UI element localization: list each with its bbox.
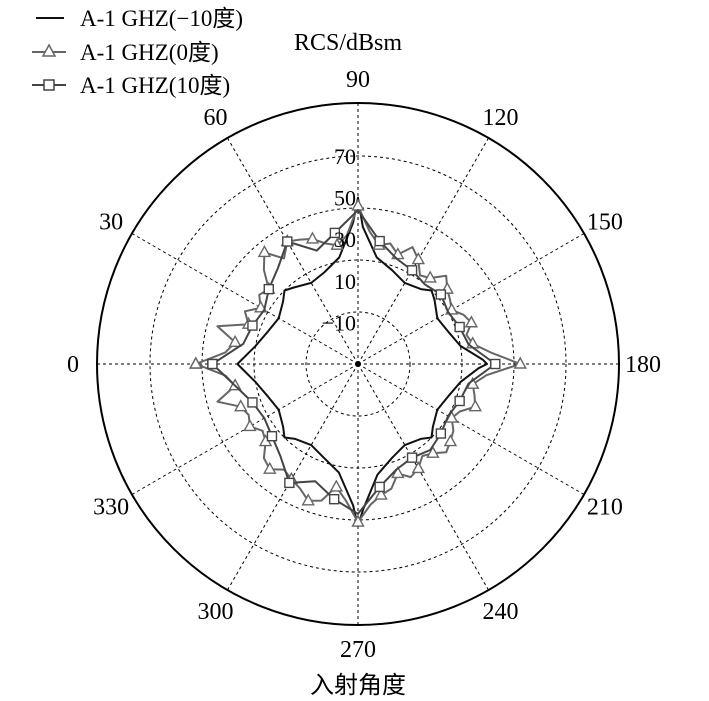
square-marker	[284, 477, 295, 489]
series-3	[207, 209, 501, 515]
angle-tick-label: 30	[99, 210, 123, 236]
square-marker	[266, 430, 278, 442]
angle-tick-label: 90	[346, 67, 370, 93]
legend-entry-2: A-1 GHZ(0度)	[32, 40, 219, 65]
triangle-marker	[330, 237, 344, 250]
square-marker	[406, 265, 418, 276]
radial-axis-label: RCS/dBsm	[294, 30, 402, 56]
legend-square-marker	[43, 79, 55, 91]
triangle-marker	[257, 245, 272, 258]
square-marker	[263, 283, 274, 295]
triangle-marker	[513, 356, 527, 369]
legend-entry-1: A-1 GHZ(−10度)	[36, 6, 243, 31]
square-marker	[247, 320, 258, 331]
spoke-30	[131, 233, 359, 365]
radial-tick-label: 10	[334, 269, 356, 294]
angle-tick-label: 240	[483, 599, 519, 625]
legend-triangle-marker	[41, 43, 57, 57]
square-marker	[435, 289, 447, 300]
spoke-300	[227, 363, 359, 591]
triangle-marker	[423, 270, 437, 283]
legend-label-1: A-1 GHZ(−10度)	[80, 6, 243, 31]
triangle-marker	[301, 493, 315, 506]
angle-tick-label: 270	[340, 637, 376, 663]
triangle-marker	[411, 252, 426, 265]
angle-tick-label: 120	[483, 105, 519, 131]
radial-tick-label: 30	[334, 227, 356, 252]
series-1	[236, 196, 488, 528]
spoke-210	[357, 363, 585, 495]
series-line-3	[211, 209, 497, 515]
outer-boundary	[96, 102, 620, 626]
triangle-marker	[464, 315, 479, 328]
angle-tick-label: 60	[204, 105, 228, 131]
triangle-marker	[263, 461, 277, 474]
triangle-marker	[444, 410, 459, 423]
spoke-240	[357, 363, 489, 591]
square-marker	[454, 321, 465, 333]
square-marker	[374, 481, 385, 493]
triangle-marker	[374, 487, 388, 500]
triangle-marker	[468, 399, 482, 412]
square-marker	[454, 395, 465, 407]
triangle-marker	[391, 466, 405, 479]
legend-label-2: A-1 GHZ(0度)	[80, 40, 219, 65]
square-marker	[247, 397, 258, 408]
angular-grid	[97, 103, 619, 625]
angular-axis-label: 入射角度	[310, 672, 406, 699]
spoke-330	[131, 363, 359, 495]
square-marker	[207, 358, 218, 370]
angle-tick-label: 210	[587, 495, 623, 521]
spoke-60	[227, 137, 359, 365]
square-marker	[435, 428, 447, 439]
angle-tick-label: 180	[625, 352, 661, 378]
radial-tick-label: 70	[334, 144, 356, 169]
radial-tick-label: −10	[322, 310, 356, 335]
radial-tick-labels: −10 10 30 50 70	[322, 144, 356, 335]
square-marker	[374, 235, 385, 247]
radial-tick-label: 50	[334, 186, 356, 211]
angular-tick-labels: 0 30 60 90 120 150 180 210 240 270 300 330	[67, 67, 661, 663]
triangle-marker	[234, 399, 248, 412]
triangle-marker	[228, 334, 242, 348]
triangle-marker	[305, 231, 320, 244]
spoke-150	[357, 233, 585, 365]
angle-tick-label: 300	[198, 599, 234, 625]
center-dot	[355, 361, 361, 367]
angle-tick-label: 330	[93, 495, 129, 521]
legend-entry-3: A-1 GHZ(10度)	[32, 73, 230, 98]
square-marker	[328, 493, 340, 505]
series-line-1	[236, 196, 488, 528]
spoke-120	[357, 137, 489, 365]
triangle-marker	[351, 514, 365, 527]
triangle-marker	[426, 445, 440, 458]
angle-tick-label: 0	[67, 352, 79, 378]
square-marker	[406, 452, 418, 463]
legend-label-3: A-1 GHZ(10度)	[80, 73, 230, 98]
triangle-marker	[329, 479, 344, 492]
triangle-marker	[243, 418, 257, 432]
legend: A-1 GHZ(−10度) A-1 GHZ(0度) A-1 GHZ(10度)	[32, 6, 243, 98]
series-layer	[189, 196, 527, 528]
grid-circle-10	[305, 311, 411, 417]
square-marker	[329, 227, 341, 239]
angle-tick-label: 150	[587, 210, 623, 236]
triangle-marker	[189, 356, 203, 369]
grid-circle-70	[149, 155, 567, 573]
triangle-marker	[411, 461, 426, 474]
square-marker	[282, 236, 293, 247]
triangle-marker	[443, 434, 458, 447]
square-marker	[490, 358, 501, 370]
